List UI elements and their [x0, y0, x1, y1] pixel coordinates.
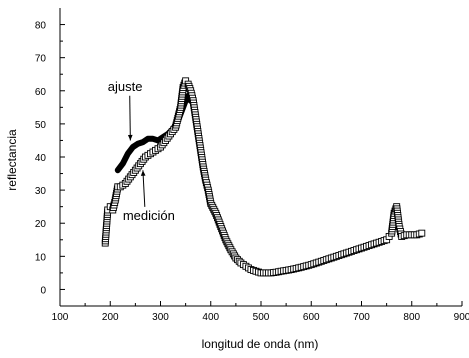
y-tick-label: 80 [35, 21, 47, 32]
x-tick-label: 100 [52, 312, 69, 323]
annotations: ajuste medición [108, 79, 175, 223]
y-tick-label: 50 [35, 120, 47, 131]
annotation-arrowhead [127, 134, 133, 141]
y-ticks: 0 10 20 30 40 50 60 70 80 [35, 21, 65, 296]
x-tick-label: 600 [303, 312, 320, 323]
annotation-label: ajuste [108, 79, 143, 94]
x-tick-label: 400 [202, 312, 219, 323]
medicion-series [101, 77, 426, 277]
x-axis-title: longitud de onda (nm) [202, 337, 319, 351]
plot-area [59, 8, 462, 307]
x-tick-label: 200 [102, 312, 119, 323]
y-tick-label: 20 [35, 219, 47, 230]
annotation-arrow [129, 95, 131, 141]
x-tick-label: 500 [253, 312, 270, 323]
annotation-arrow [142, 170, 146, 207]
y-tick-label: 60 [35, 87, 47, 98]
data-point [418, 229, 426, 237]
x-tick-label: 300 [152, 312, 169, 323]
x-tick-label: 800 [403, 312, 420, 323]
y-axis-title: reflectancia [5, 129, 19, 191]
y-tick-label: 70 [35, 54, 47, 65]
x-tick-label: 700 [353, 312, 370, 323]
annotation-label: medición [123, 208, 175, 223]
x-tick-label: 900 [454, 312, 469, 323]
annotation-arrowhead [140, 170, 146, 176]
y-tick-label: 10 [35, 252, 47, 263]
y-tick-label: 30 [35, 186, 47, 197]
x-ticks: 100 200 300 400 500 600 700 800 900 [52, 301, 469, 323]
y-tick-label: 0 [40, 285, 46, 296]
y-tick-label: 40 [35, 153, 47, 164]
